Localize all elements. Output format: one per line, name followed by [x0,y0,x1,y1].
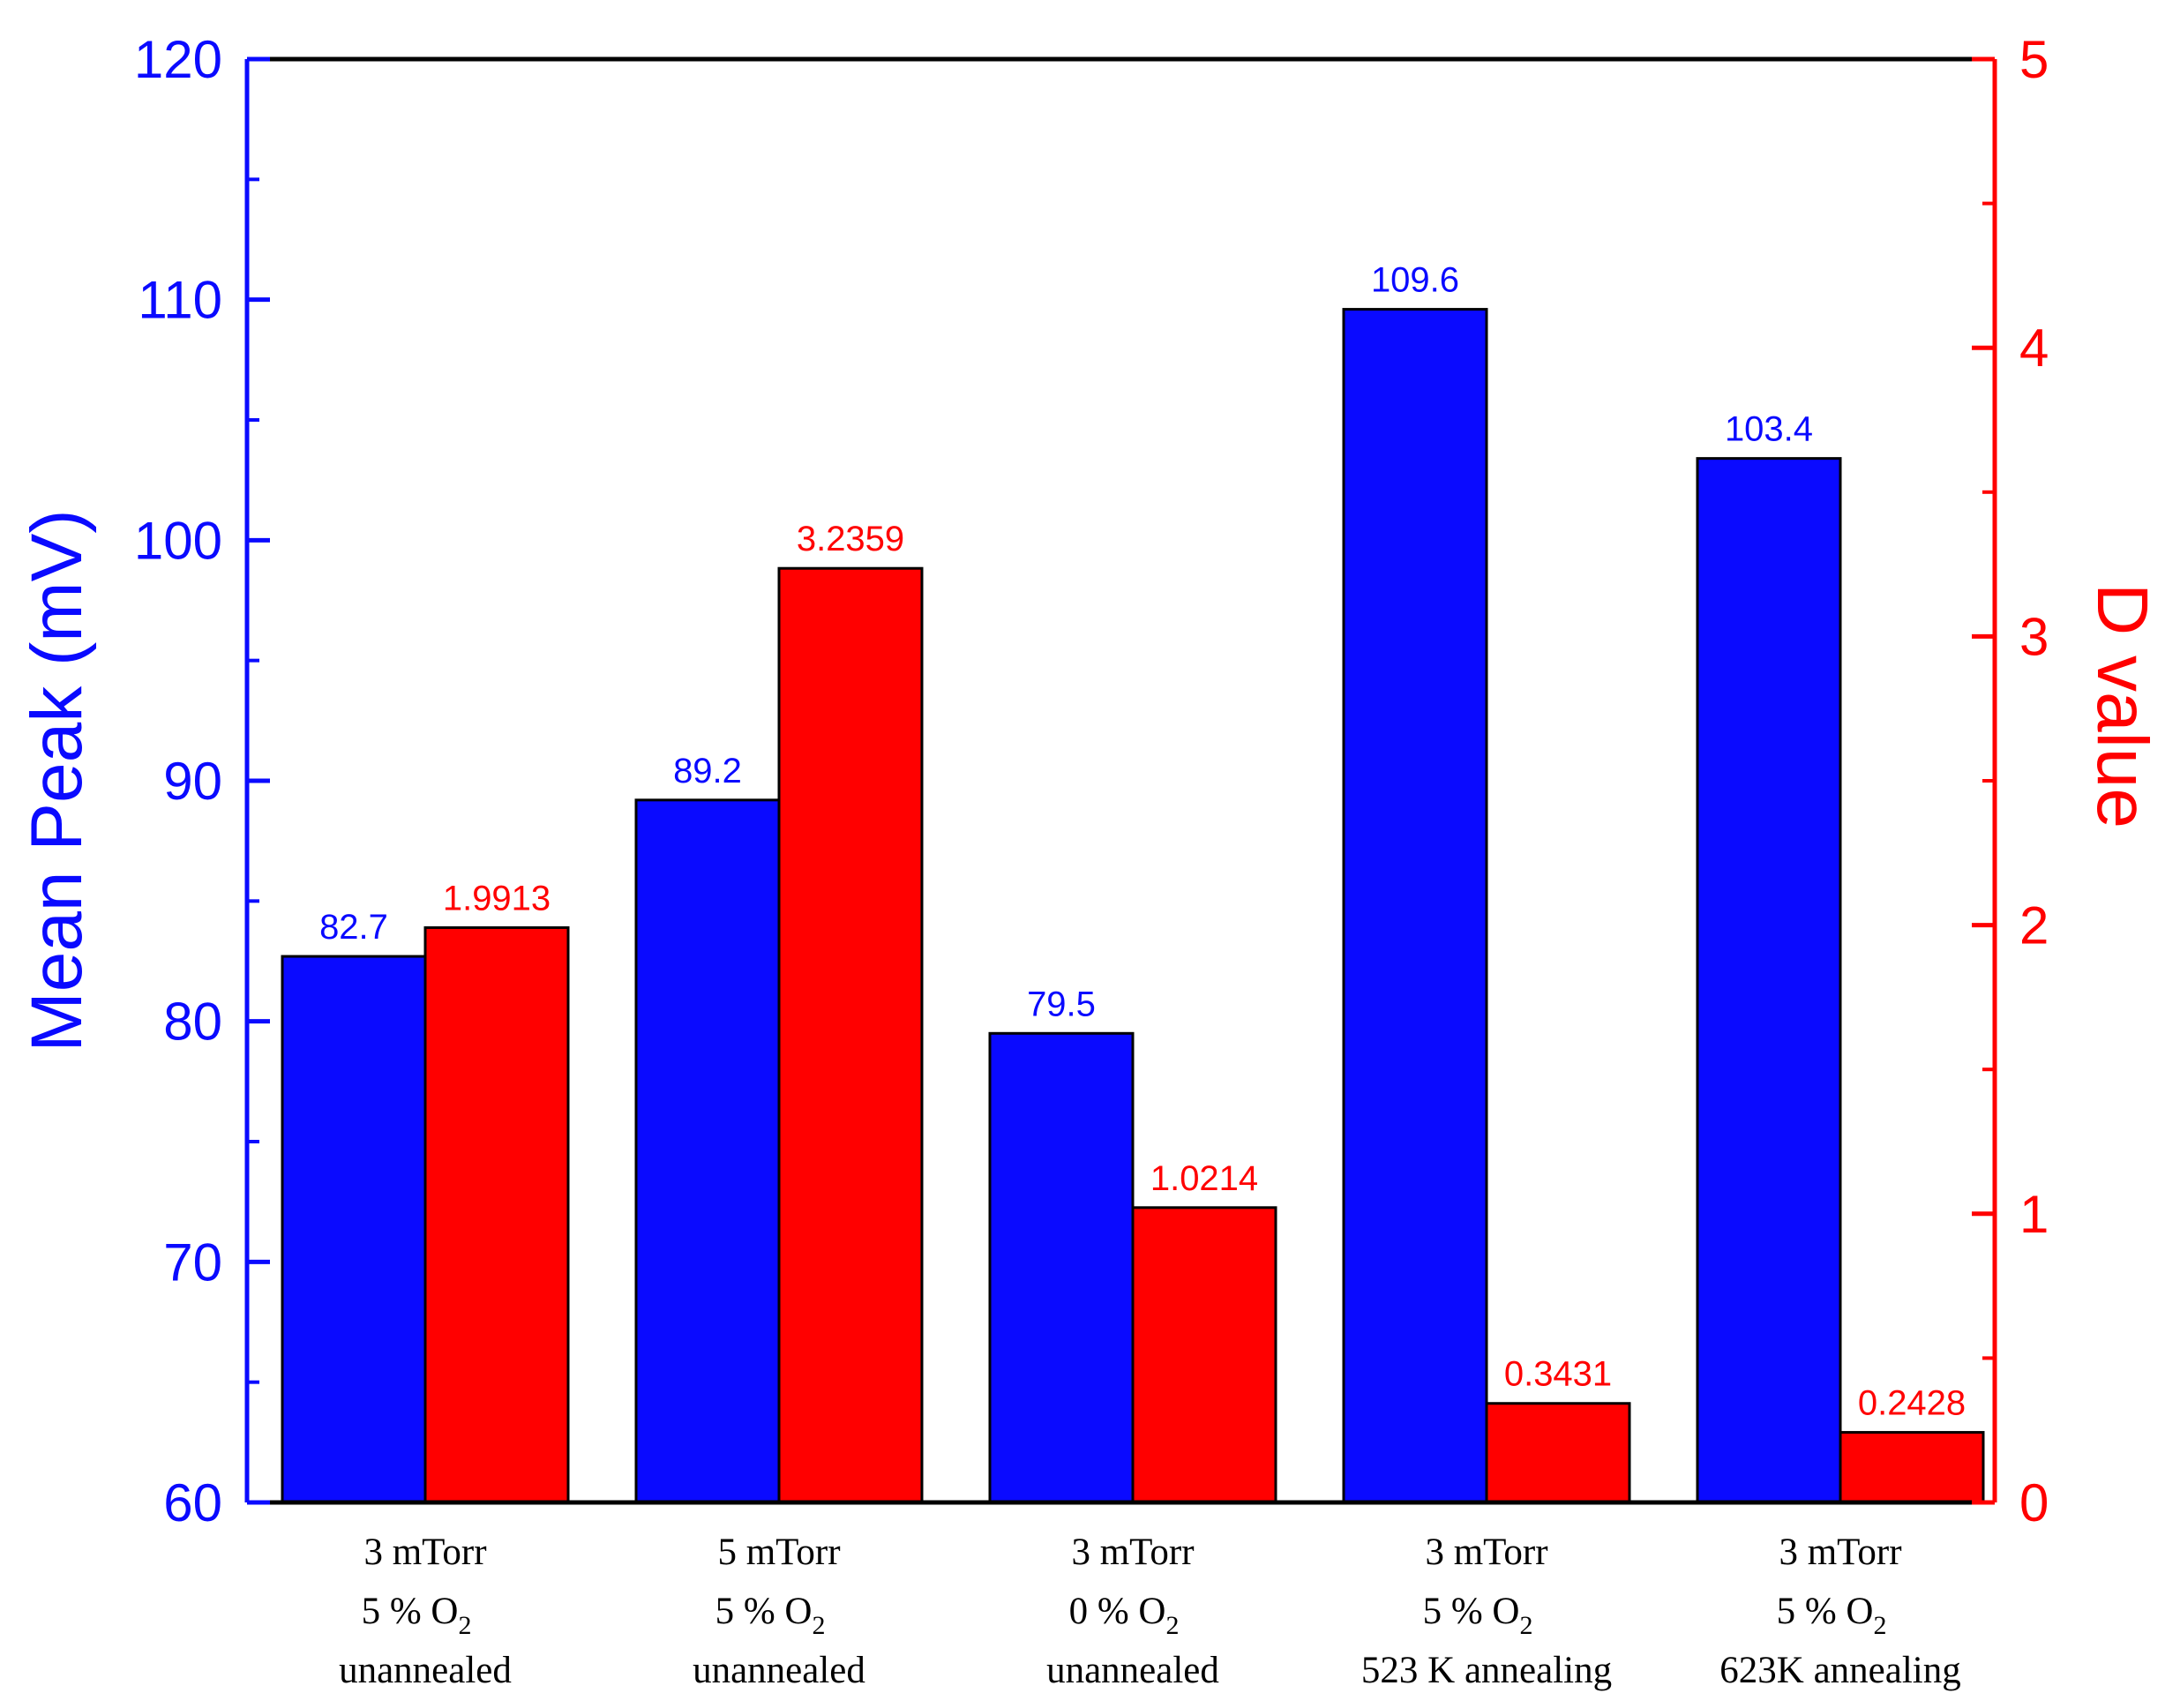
bar-d-value [423,925,570,1504]
left-tick-label: 110 [138,271,222,330]
bar-d-value [777,566,924,1504]
category-label-line2-main: 5 % O [1423,1591,1520,1632]
category-label-line3: unannealed [1046,1650,1219,1691]
data-label-d-value: 3.2359 [797,520,904,558]
bar-d-value [1839,1431,1985,1504]
data-label-d-value: 1.0214 [1150,1159,1258,1198]
category-label-line3: 623K annealing [1719,1650,1960,1691]
left-tick-label: 100 [134,511,222,570]
right-axis-title: D value [2082,583,2162,828]
category-label-line2-subscript: 2 [458,1611,471,1640]
data-label-d-value: 1.9913 [443,879,551,918]
category-label-line3: 523 K annealing [1361,1650,1612,1691]
right-tick-label: 4 [2019,318,2049,378]
left-tick-label: 60 [163,1473,222,1532]
category-label-line1: 3 mTorr [1071,1532,1194,1573]
data-label-mean-peak: 82.7 [319,908,388,947]
bar-mean-peak [281,955,427,1504]
left-tick-label: 90 [163,752,222,811]
category-label-line2: 5 % O2 [1423,1591,1533,1640]
category-label-line1: 3 mTorr [363,1532,486,1573]
category-label-line1: 3 mTorr [1779,1532,1901,1573]
category-label-line2: 0 % O2 [1069,1591,1180,1640]
data-label-d-value: 0.3431 [1504,1355,1612,1394]
axes-layer [244,56,1997,1505]
category-label-line2: 5 % O2 [715,1591,826,1640]
category-label-line2-main: 5 % O [715,1591,813,1632]
category-label-line1: 3 mTorr [1425,1532,1547,1573]
bar-mean-peak [988,1031,1135,1504]
category-label-line2-subscript: 2 [812,1611,825,1640]
right-tick-label: 5 [2019,30,2049,89]
right-tick-label: 2 [2019,896,2049,955]
bar-mean-peak [634,798,781,1504]
category-label-line2: 5 % O2 [1777,1591,1887,1640]
left-tick-label: 80 [163,993,222,1052]
category-label-line2-main: 5 % O [362,1591,459,1632]
category-label-line1: 5 mTorr [717,1532,840,1573]
data-label-mean-peak: 89.2 [673,752,742,790]
right-tick-label: 0 [2019,1473,2049,1532]
bar-d-value [1131,1206,1277,1504]
left-tick-label: 120 [134,30,222,89]
bar-d-value [1485,1402,1631,1504]
data-label-d-value: 0.2428 [1858,1384,1966,1423]
data-label-mean-peak: 103.4 [1725,410,1813,449]
data-label-mean-peak: 109.6 [1371,261,1459,300]
category-label-line2-subscript: 2 [1165,1611,1179,1640]
left-tick-label: 70 [163,1232,222,1292]
bar-mean-peak [1696,457,1842,1504]
category-label-line2-main: 0 % O [1069,1591,1166,1632]
right-tick-label: 3 [2019,607,2049,666]
bar-mean-peak [1342,308,1488,1504]
category-label-line3: unannealed [339,1650,512,1691]
category-label-line2: 5 % O2 [362,1591,472,1640]
left-axis-title: Mean Peak (mV) [17,509,97,1052]
category-label-line2-main: 5 % O [1777,1591,1874,1632]
category-label-line2-subscript: 2 [1519,1611,1532,1640]
bars-layer [281,308,1985,1504]
category-label-line3: unannealed [693,1650,865,1691]
right-tick-label: 1 [2019,1185,2049,1244]
data-label-mean-peak: 79.5 [1027,985,1096,1023]
category-label-line2-subscript: 2 [1873,1611,1886,1640]
